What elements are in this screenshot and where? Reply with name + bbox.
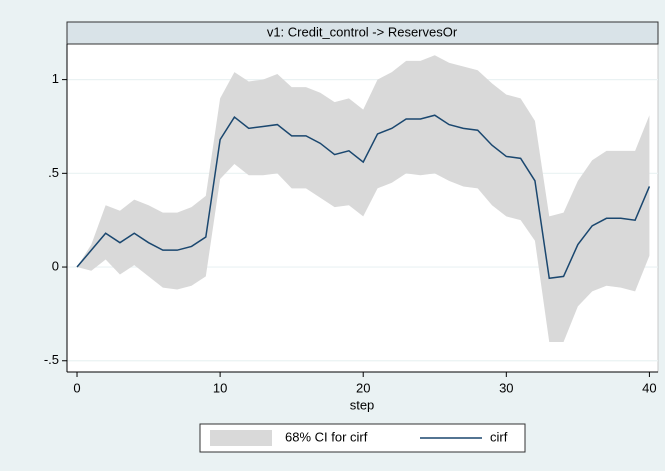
ci-band xyxy=(77,55,650,343)
x-tick-label: 0 xyxy=(73,380,80,395)
legend-swatch xyxy=(210,430,272,446)
x-tick-label: 10 xyxy=(213,380,227,395)
y-tick-label: 1 xyxy=(52,71,59,86)
x-tick-label: 20 xyxy=(356,380,370,395)
chart-title: v1: Credit_control -> ReservesOr xyxy=(267,24,458,39)
line xyxy=(76,114,651,280)
legend-label: cirf xyxy=(490,429,508,444)
y-tick-label: .5 xyxy=(48,165,59,180)
x-axis-label: step xyxy=(350,397,375,412)
legend-label: 68% CI for cirf xyxy=(285,429,368,444)
title-bar xyxy=(66,21,659,45)
x-tick-label: 40 xyxy=(642,380,656,395)
y-tick-label: 0 xyxy=(52,258,59,273)
x-tick-label: 30 xyxy=(499,380,513,395)
y-tick-label: -.5 xyxy=(44,352,59,367)
